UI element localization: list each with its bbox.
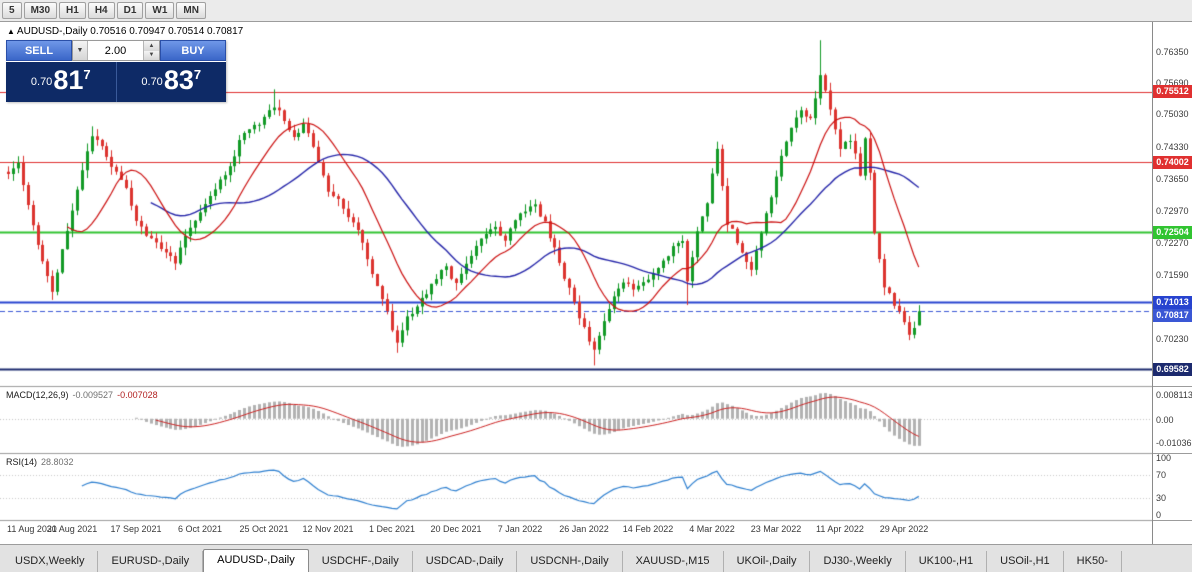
chart-tab-uk100-h1[interactable]: UK100-,H1 [905, 551, 988, 572]
chart-tab-dj30-weekly[interactable]: DJ30-,Weekly [810, 551, 906, 572]
date-axis-label: 11 Aug 2021 [7, 524, 57, 534]
price-tick-label: 0.72970 [1156, 205, 1189, 216]
buy-price-prefix: 0.70 [141, 76, 163, 88]
date-axis-label: 25 Oct 2021 [239, 524, 289, 534]
rsi-value: 28.8032 [41, 457, 74, 467]
date-axis-label: 30 Aug 2021 [46, 524, 98, 534]
date-axis-label: 23 Mar 2022 [750, 524, 802, 534]
timeframe-button-w1[interactable]: W1 [145, 2, 175, 19]
volume-down-icon[interactable]: ▼ [144, 50, 159, 60]
rsi-scale-label: 30 [1156, 492, 1167, 503]
timeframe-button-m30[interactable]: M30 [23, 2, 58, 19]
buy-price-pipette: 7 [193, 67, 202, 82]
chart-tab-audusd-daily[interactable]: AUDUSD-,Daily [203, 549, 309, 572]
chart-info-line: ▲ AUDUSD-,Daily 0.70516 0.70947 0.70514 0… [7, 26, 243, 37]
chart-ohlc-values: 0.70516 0.70947 0.70514 0.70817 [90, 26, 244, 37]
price-tick-label: 0.72270 [1156, 238, 1189, 249]
price-level-badge: 0.71013 [1153, 295, 1192, 309]
chart-tab-usdx-weekly[interactable]: USDX,Weekly [2, 551, 99, 572]
price-tick-label: 0.70230 [1156, 333, 1189, 344]
date-axis-label: 26 Jan 2022 [559, 524, 609, 534]
sell-button[interactable]: SELL [6, 40, 72, 61]
price-tick-label: 0.73650 [1156, 173, 1189, 184]
sell-price-prefix: 0.70 [30, 76, 53, 88]
chart-tab-usdcnh-daily[interactable]: USDCNH-,Daily [517, 551, 623, 572]
date-axis-label: 20 Dec 2021 [430, 524, 482, 534]
sell-price-big-digits: 81 [53, 65, 84, 95]
date-axis-label: 17 Sep 2021 [110, 524, 162, 534]
timeframe-button-h1[interactable]: H1 [59, 2, 86, 19]
date-axis-label: 14 Feb 2022 [622, 524, 674, 534]
price-tick-label: 0.76350 [1156, 47, 1189, 58]
chart-tab-eurusd-daily[interactable]: EURUSD-,Daily [98, 551, 204, 572]
pane-separator [1153, 386, 1192, 387]
chart-tab-ukoil-daily[interactable]: UKOil-,Daily [723, 551, 811, 572]
buy-button[interactable]: BUY [160, 40, 226, 61]
macd-scale-label: -0.01036 [1156, 438, 1192, 448]
macd-main-value: -0.009527 [72, 390, 114, 400]
chart-tabs-bar: USDX,Weekly EURUSD-,Daily AUDUSD-,Daily USD… [0, 544, 1192, 572]
chart-tab-usoil-h1[interactable]: USOil-,H1 [987, 551, 1064, 572]
chart-tab-usdcad-daily[interactable]: USDCAD-,Daily [412, 551, 518, 572]
volume-dropdown-icon[interactable]: ▼ [73, 41, 88, 60]
volume-up-icon[interactable]: ▲ [144, 41, 159, 51]
price-tick-label: 0.75030 [1156, 109, 1189, 120]
price-level-badge: 0.74002 [1153, 155, 1192, 169]
chart-tab-usdchf-daily[interactable]: USDCHF-,Daily [308, 551, 413, 572]
volume-control: ▼ ▲ ▼ [72, 40, 160, 61]
rsi-name: RSI(14) [6, 457, 38, 467]
timeframe-button-mn[interactable]: MN [176, 2, 206, 19]
volume-spinner: ▲ ▼ [143, 41, 159, 60]
macd-scale-label: 0.00 [1156, 414, 1174, 425]
sell-price-display[interactable]: 0.70 81 7 [6, 62, 116, 102]
chart-symbol-label: AUDUSD-,Daily [16, 26, 88, 37]
price-level-badge: 0.75512 [1153, 85, 1192, 99]
pane-separator [1153, 453, 1192, 454]
buy-price-display[interactable]: 0.70 83 7 [115, 62, 227, 102]
date-axis-label: 29 Apr 2022 [879, 524, 929, 534]
date-axis-label: 11 Apr 2022 [816, 524, 864, 534]
price-scale-axis[interactable]: 0.76350 0.75690 0.75030 0.74330 0.73650 0.729… [1152, 22, 1192, 544]
chart-tab-xauusd-m15[interactable]: XAUUSD-,M15 [622, 551, 724, 572]
macd-name: MACD(12,26,9) [6, 390, 69, 400]
rsi-scale-label: 0 [1156, 510, 1162, 520]
rsi-scale-label: 100 [1156, 453, 1172, 463]
timeframe-toolbar: 5 M30 H1 H4 D1 W1 MN [0, 0, 1192, 22]
date-axis-label: 7 Jan 2022 [497, 524, 543, 534]
date-axis-label: 12 Nov 2021 [302, 524, 354, 534]
buy-price-big-digits: 83 [163, 65, 194, 95]
date-axis-label: 1 Dec 2021 [368, 524, 415, 534]
sell-price-pipette: 7 [83, 67, 91, 82]
timeframe-button-5[interactable]: 5 [2, 2, 22, 19]
pane-separator [1153, 520, 1192, 521]
macd-scale-label: 0.008113 [1156, 390, 1192, 401]
timeframe-button-h4[interactable]: H4 [87, 2, 115, 19]
date-axis-label: 6 Oct 2021 [177, 524, 222, 534]
rsi-indicator-label: RSI(14) 28.8032 [6, 457, 74, 467]
volume-input[interactable] [88, 41, 143, 60]
price-tick-label: 0.75690 [1156, 78, 1189, 89]
macd-indicator-label: MACD(12,26,9) -0.009527 -0.007028 [6, 390, 158, 400]
price-level-badge: 0.69582 [1153, 362, 1192, 376]
price-tick-label: 0.74330 [1156, 141, 1189, 152]
price-level-badge: 0.70817 [1153, 308, 1192, 322]
date-axis[interactable]: 11 Aug 2021 30 Aug 2021 17 Sep 2021 6 Oct 2… [0, 520, 1152, 544]
ohlc-arrow-icon: ▲ [7, 27, 15, 36]
date-axis-label: 4 Mar 2022 [689, 524, 735, 534]
price-level-badge: 0.72504 [1153, 225, 1192, 239]
timeframe-button-d1[interactable]: D1 [116, 2, 144, 19]
chart-tab-hk50[interactable]: HK50- [1063, 551, 1122, 572]
price-tick-label: 0.71590 [1156, 270, 1189, 281]
rsi-scale-label: 70 [1156, 470, 1167, 481]
macd-signal-value: -0.007028 [117, 390, 158, 400]
